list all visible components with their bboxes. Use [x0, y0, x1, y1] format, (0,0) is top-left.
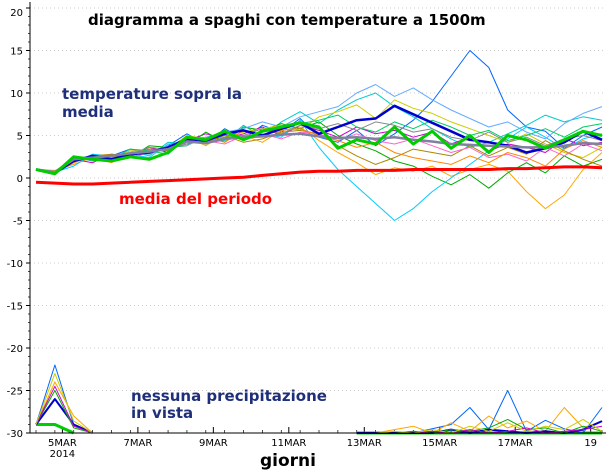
series-line — [35, 165, 603, 186]
y-tick-label: 10 — [10, 89, 23, 100]
y-axis-ticks: 20 15 10 5 0 -5 -10 -15 -20 -25 -30 — [7, 7, 30, 440]
x-tick-label: 7MAR — [123, 438, 152, 449]
y-tick-label: -30 — [7, 429, 23, 440]
x-tick-label: 17MAR — [498, 438, 533, 449]
annotation-above-mean-line1: temperature sopra la — [62, 85, 242, 103]
x-tick-label: 13MAR — [347, 438, 382, 449]
y-tick-label: 5 — [17, 132, 23, 143]
series-line — [35, 132, 603, 174]
y-tick-label: -15 — [7, 302, 23, 313]
temperature-series — [35, 50, 603, 221]
y-tick-label: -25 — [7, 387, 23, 398]
x-tick-label: 9MAR — [199, 438, 228, 449]
precip-line — [35, 373, 603, 434]
x-tick-label: 5MAR — [48, 438, 77, 449]
x-tick-label: 11MAR — [271, 438, 306, 449]
annotation-no-precip-line1: nessuna precipitazione — [131, 387, 327, 405]
y-tick-label: -20 — [7, 344, 23, 355]
annotation-mean-period: media del periodo — [119, 190, 272, 208]
x-tick-label: 19 — [584, 438, 597, 449]
x-axis-label: giorni — [260, 451, 316, 471]
y-tick-label: 15 — [10, 47, 23, 58]
y-tick-label: -10 — [7, 259, 23, 270]
x-tick-label: 15MAR — [422, 438, 457, 449]
x-tick-sublabel: 2014 — [50, 449, 75, 460]
y-tick-label: -5 — [13, 217, 23, 228]
series-line — [35, 114, 603, 172]
annotation-above-mean-line2: media — [62, 103, 114, 121]
y-tick-label: 0 — [17, 174, 23, 185]
annotation-no-precip-line2: in vista — [131, 404, 193, 422]
y-tick-label: 20 — [10, 8, 23, 19]
chart-title: diagramma a spaghi con temperature a 150… — [88, 11, 486, 29]
precip-line — [35, 381, 603, 434]
series-line — [35, 121, 603, 176]
